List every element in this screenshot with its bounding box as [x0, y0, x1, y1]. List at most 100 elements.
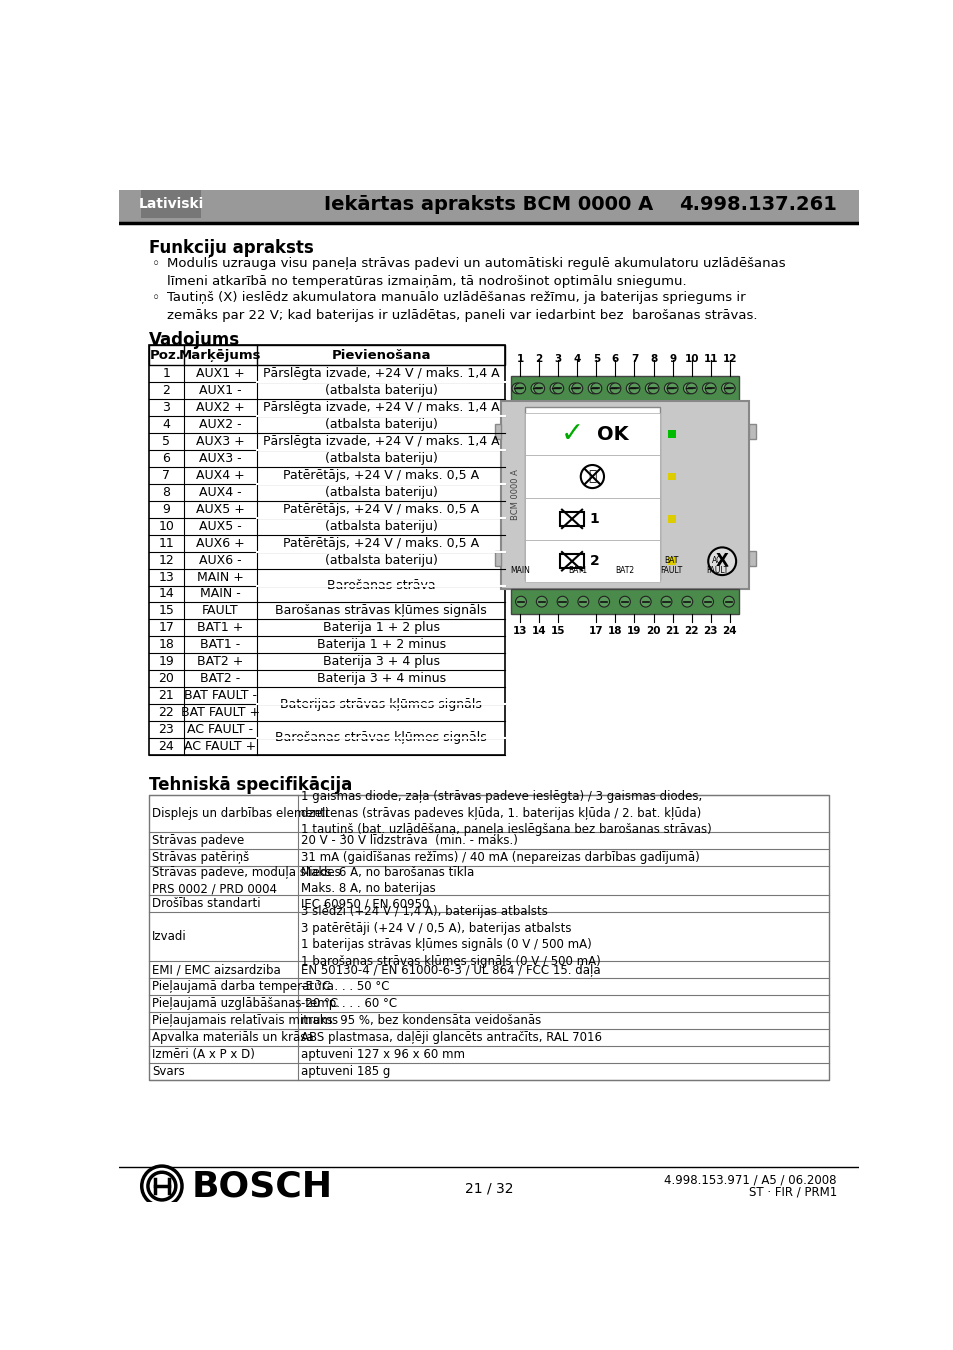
Bar — [667, 516, 675, 522]
Text: BOSCH: BOSCH — [192, 1169, 332, 1203]
Text: Barošanas strāva: Barošanas strāva — [327, 579, 436, 593]
Text: 15: 15 — [158, 605, 173, 617]
Text: 1: 1 — [516, 354, 523, 363]
Circle shape — [515, 383, 525, 394]
Circle shape — [707, 547, 736, 575]
Bar — [748, 424, 755, 439]
Text: BAT FAULT -: BAT FAULT - — [184, 688, 256, 702]
Text: AC
FAULT: AC FAULT — [705, 556, 728, 575]
Text: AUX3 +: AUX3 + — [195, 435, 245, 448]
Circle shape — [590, 383, 601, 394]
Bar — [298, 832, 828, 849]
Circle shape — [722, 597, 734, 608]
Circle shape — [647, 383, 659, 394]
Bar — [298, 1046, 828, 1062]
Bar — [149, 1012, 298, 1029]
Text: Strāvas padeve, moduļa sliedes
PRS 0002 / PRD 0004: Strāvas padeve, moduļa sliedes PRS 0002 … — [152, 865, 340, 895]
Circle shape — [578, 597, 588, 608]
Text: 6: 6 — [611, 354, 618, 363]
Text: 10: 10 — [683, 354, 699, 363]
Bar — [298, 1029, 828, 1046]
Bar — [149, 832, 298, 849]
Circle shape — [580, 464, 603, 489]
Text: Patērētājs, +24 V / maks. 0,5 A
(atbalsta bateriju): Patērētājs, +24 V / maks. 0,5 A (atbalst… — [283, 468, 478, 500]
Text: 14: 14 — [532, 625, 546, 636]
Text: 19: 19 — [627, 625, 641, 636]
Circle shape — [704, 383, 716, 394]
Text: -20 °C . . . 60 °C: -20 °C . . . 60 °C — [301, 998, 397, 1010]
Bar — [149, 895, 298, 913]
Text: X: X — [715, 552, 728, 570]
Text: 11: 11 — [158, 537, 173, 549]
Text: BAT2: BAT2 — [615, 567, 634, 575]
Bar — [149, 795, 298, 832]
Text: ST · FIR / PRM1: ST · FIR / PRM1 — [748, 1185, 836, 1199]
Text: 18: 18 — [607, 625, 622, 636]
Bar — [298, 795, 828, 832]
Text: 1: 1 — [162, 367, 170, 381]
Bar — [667, 472, 675, 481]
Circle shape — [682, 383, 694, 394]
Text: AUX4 +: AUX4 + — [195, 468, 245, 482]
Circle shape — [571, 383, 582, 394]
Bar — [149, 1062, 298, 1080]
Text: Pārslēgta izvade, +24 V / maks. 1,4 A
(atbalsta bateriju): Pārslēgta izvade, +24 V / maks. 1,4 A (a… — [263, 401, 499, 431]
Bar — [298, 913, 828, 961]
Text: Pieļaujamais relatīvais mitrums: Pieļaujamais relatīvais mitrums — [152, 1014, 337, 1027]
Text: Izmēri (A x P x D): Izmēri (A x P x D) — [152, 1048, 254, 1061]
Text: 17: 17 — [158, 621, 173, 634]
Text: 3 slēdži (+24 V / 1,4 A), baterijas atbalsts
3 patērētāji (+24 V / 0,5 A), bater: 3 slēdži (+24 V / 1,4 A), baterijas atba… — [301, 906, 600, 968]
Text: BAT FAULT +: BAT FAULT + — [181, 706, 259, 720]
Circle shape — [531, 383, 541, 394]
Text: Funkciju apraksts: Funkciju apraksts — [149, 239, 314, 256]
Text: 24: 24 — [721, 625, 737, 636]
Bar — [149, 995, 298, 1012]
Text: BAT2 -: BAT2 - — [200, 672, 240, 686]
Text: 8: 8 — [162, 486, 170, 500]
Text: ◦: ◦ — [152, 292, 160, 305]
Text: ◦: ◦ — [152, 258, 160, 271]
Circle shape — [626, 383, 637, 394]
Text: 24: 24 — [158, 740, 173, 753]
Text: AUX2 +: AUX2 + — [195, 401, 245, 414]
Circle shape — [666, 383, 678, 394]
Text: Barošanas strāvas kļūmes signāls: Barošanas strāvas kļūmes signāls — [275, 605, 487, 617]
Bar — [524, 406, 659, 580]
Text: OK: OK — [597, 425, 628, 444]
Bar — [298, 849, 828, 865]
Text: Pievienošana: Pievienošana — [331, 348, 431, 362]
Bar — [524, 540, 659, 582]
Text: 2: 2 — [535, 354, 542, 363]
Text: Poz.: Poz. — [150, 348, 182, 362]
Text: 21 / 32: 21 / 32 — [464, 1181, 513, 1195]
Bar — [149, 1029, 298, 1046]
Circle shape — [685, 383, 697, 394]
Bar — [495, 424, 500, 439]
Text: EMI / EMC aizsardziba: EMI / EMC aizsardziba — [152, 964, 280, 976]
Bar — [298, 1062, 828, 1080]
Text: Patērētājs, +24 V / maks. 0,5 A
(atbalsta bateriju): Patērētājs, +24 V / maks. 0,5 A (atbalst… — [283, 502, 478, 533]
Bar — [524, 498, 659, 540]
Circle shape — [550, 383, 560, 394]
Circle shape — [701, 383, 713, 394]
Text: BAT
FAULT: BAT FAULT — [659, 556, 681, 575]
Circle shape — [681, 597, 692, 608]
Circle shape — [723, 383, 735, 394]
Text: 7: 7 — [162, 468, 170, 482]
Bar — [149, 961, 298, 979]
Text: Iekārtas apraksts BCM 0000 A: Iekārtas apraksts BCM 0000 A — [324, 194, 653, 213]
Text: 11: 11 — [702, 354, 718, 363]
Text: BAT1 +: BAT1 + — [197, 621, 243, 634]
Bar — [149, 849, 298, 865]
Text: Strāvas padeve: Strāvas padeve — [152, 834, 244, 846]
Text: Tehniskā specifikācija: Tehniskā specifikācija — [149, 776, 352, 794]
Text: 8: 8 — [649, 354, 657, 363]
Text: 21: 21 — [158, 688, 173, 702]
Text: 18: 18 — [158, 639, 173, 651]
Text: Baterija 3 + 4 minus: Baterija 3 + 4 minus — [316, 672, 445, 686]
Text: 5: 5 — [162, 435, 170, 448]
Circle shape — [663, 383, 675, 394]
Text: MAIN: MAIN — [510, 567, 529, 575]
Bar — [748, 551, 755, 566]
Text: AUX6 +: AUX6 + — [195, 537, 245, 549]
